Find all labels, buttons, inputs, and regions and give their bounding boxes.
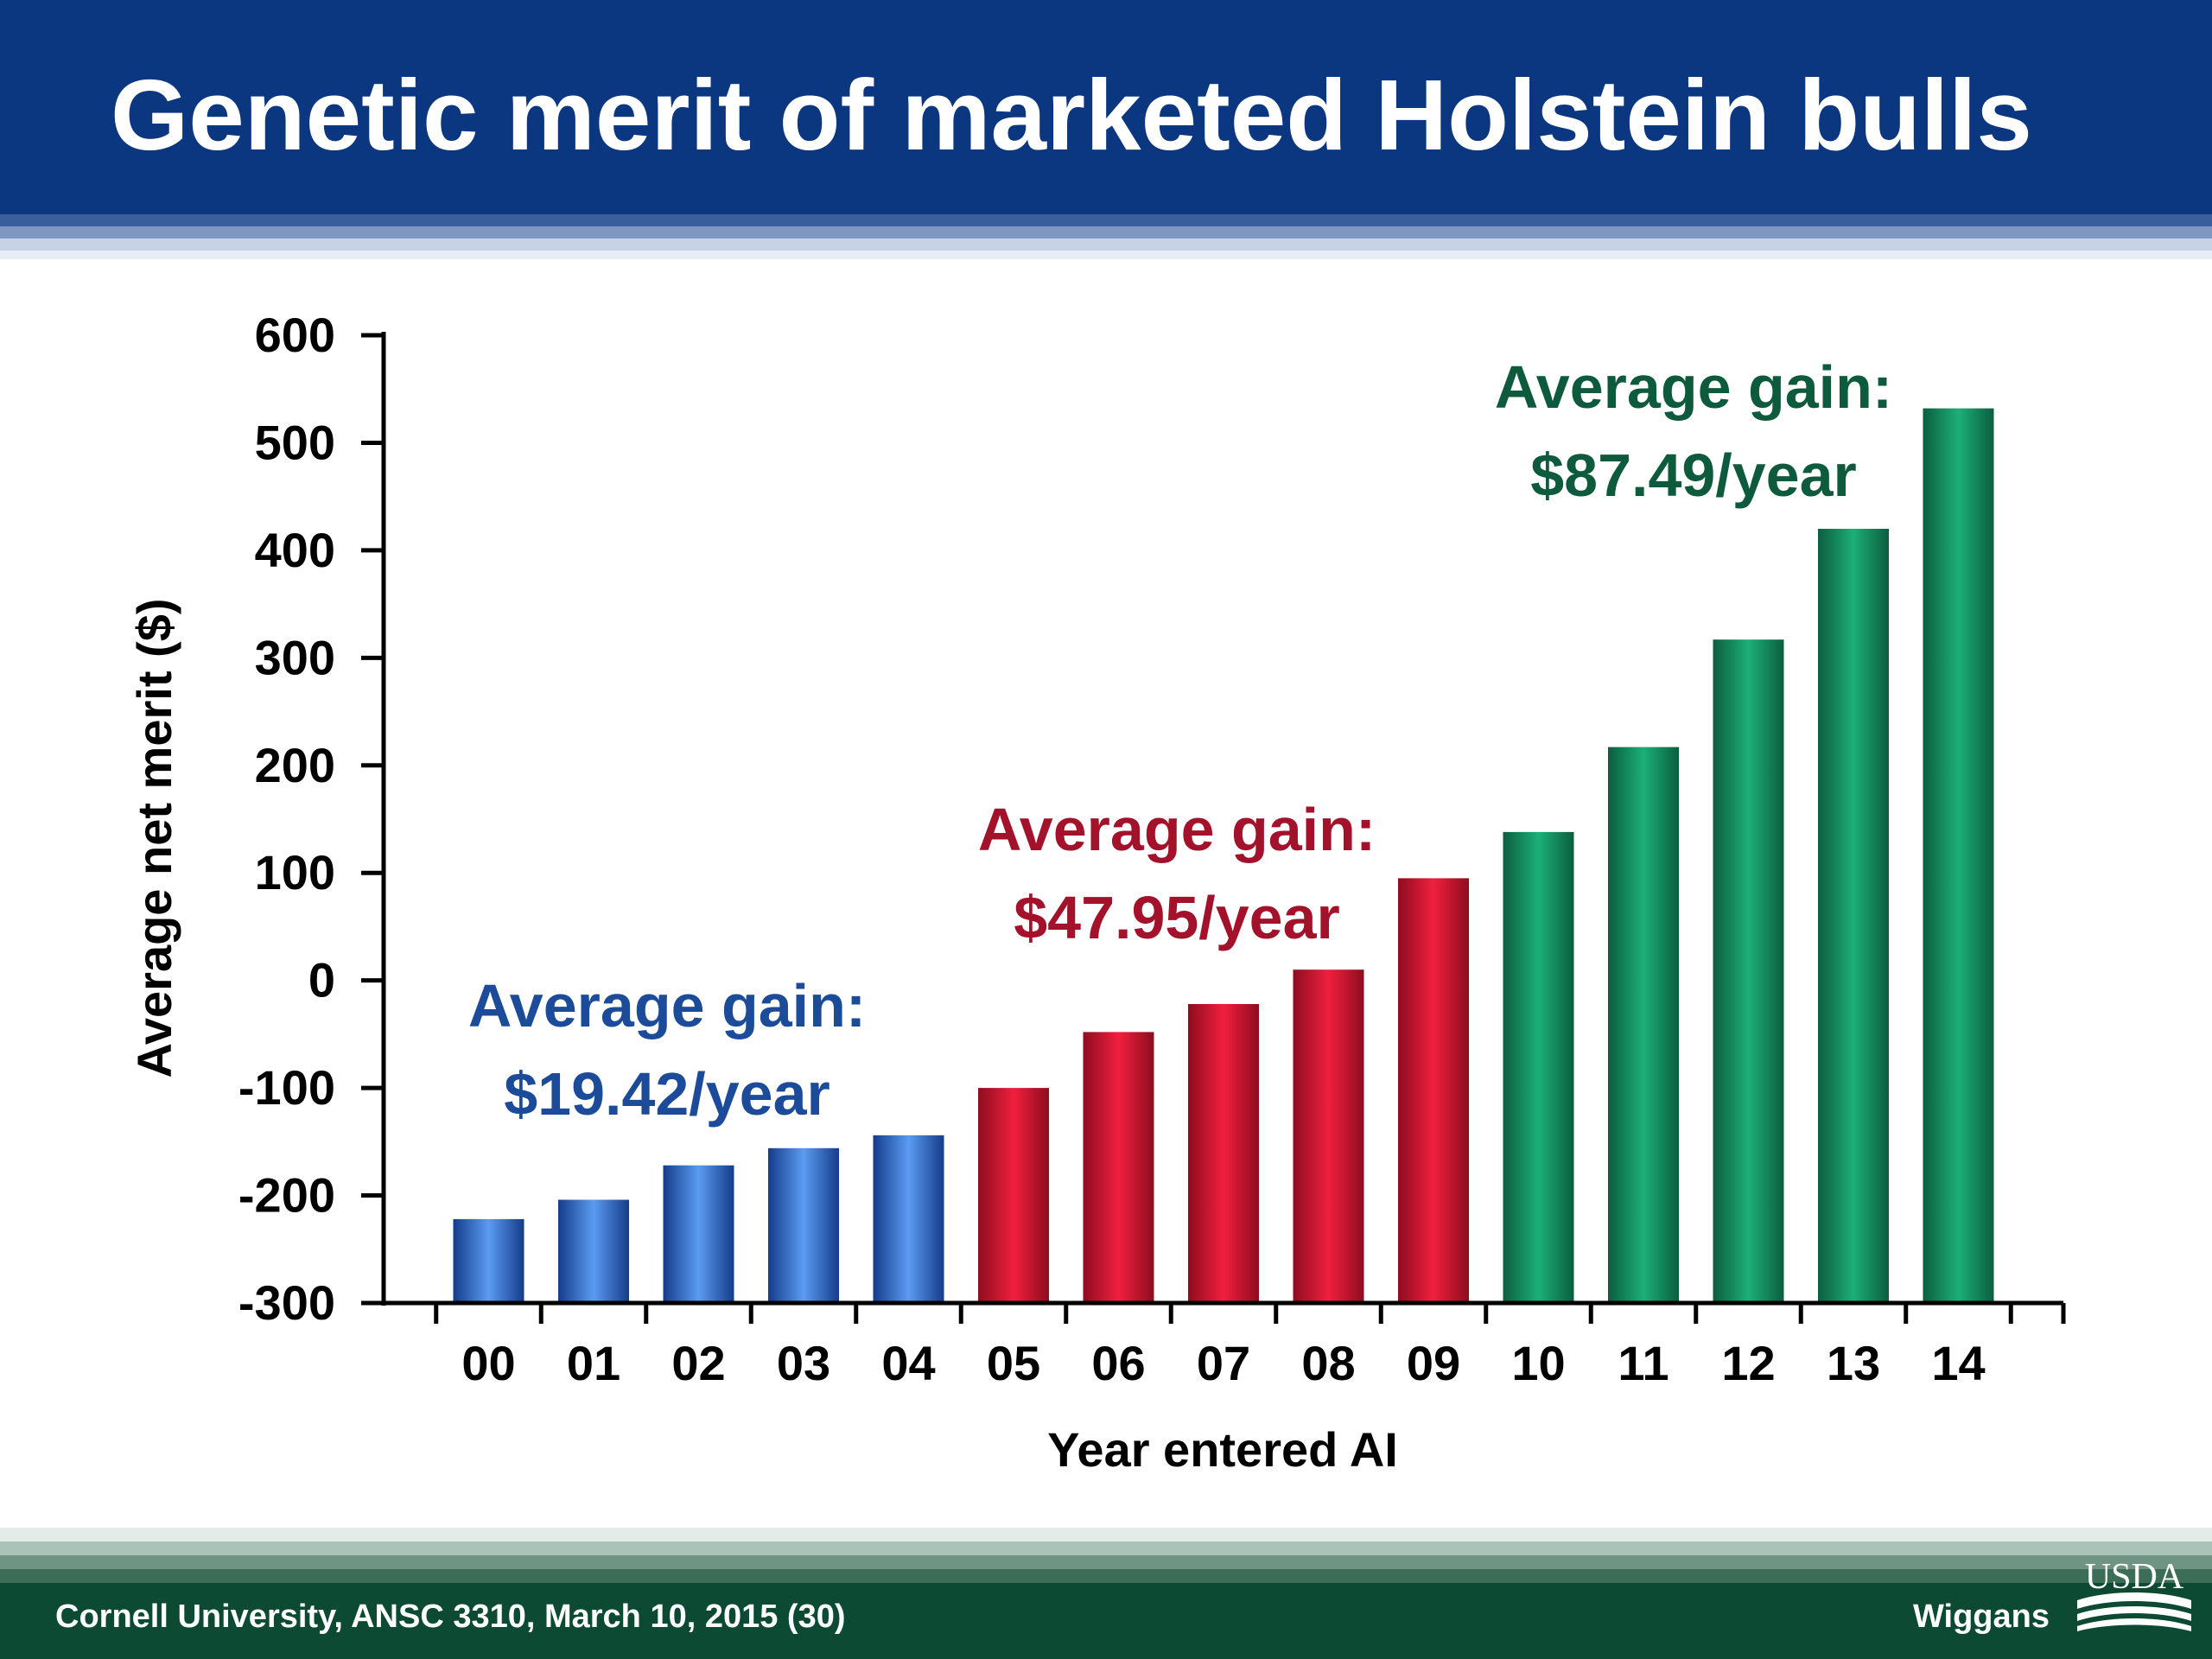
x-tick-label: 10 [1511,1336,1565,1390]
bar-12 [1713,639,1784,1303]
annotation-red: Average gain: $47.95/year [978,796,1376,951]
annotation-red-line2: $47.95/year [1014,884,1340,951]
header-stripe-1 [0,214,2212,226]
bar-13 [1818,529,1889,1303]
y-tick-label: 200 [255,738,335,792]
footer-citation: Cornell University, ANSC 3310, March 10,… [55,1599,846,1635]
bar-02 [663,1165,734,1303]
x-tick-label: 09 [1407,1336,1460,1390]
x-tick-label: 04 [881,1336,935,1390]
x-tick-label: 11 [1618,1336,1669,1390]
bar-00 [453,1218,524,1303]
footer-stripe-3 [0,1555,2212,1569]
x-tick-label: 14 [1931,1336,1985,1390]
annotation-red-line1: Average gain: [978,796,1376,863]
y-tick-label: -200 [238,1168,335,1223]
y-tick-label: 100 [255,845,335,899]
x-axis-label: Year entered AI [1047,1422,1398,1477]
y-tick-label: 400 [255,523,335,577]
bar-08 [1293,969,1364,1303]
chart-canvas: 600 500 400 300 200 100 0 -100 -200 -300 00 01 02 03… [127,308,2066,1477]
annotation-green-line2: $87.49/year [1530,442,1857,509]
x-tick-label: 01 [567,1336,620,1390]
x-tick-label: 08 [1301,1336,1355,1390]
footer-bar [0,1583,2212,1659]
x-tick-label: 03 [777,1336,830,1390]
x-tick-label: 02 [671,1336,725,1390]
bar-01 [558,1199,629,1303]
title-bar [0,0,2212,214]
y-tick-label: 500 [255,415,335,469]
usda-logo-swoosh-1 [2077,1592,2191,1609]
header-stripe-2 [0,226,2212,238]
slide-title: Genetic merit of marketed Holstein bulls [111,59,2032,171]
x-tick-label: 00 [461,1336,515,1390]
annotation-blue: Average gain: $19.42/year [468,972,866,1128]
footer-stripe-4 [0,1569,2212,1583]
bar-chart: 600 500 400 300 200 100 0 -100 -200 -300 00 01 02 03… [0,285,2212,1512]
y-tick-label: 0 [308,953,335,1007]
bar-07 [1188,1004,1259,1303]
y-axis-label: Average net merit ($) [127,599,181,1078]
usda-logo: USDA [2077,1557,2191,1631]
footer-stripe-1 [0,1528,2212,1541]
x-tick-label: 06 [1091,1336,1145,1390]
annotation-blue-line1: Average gain: [468,972,866,1039]
annotation-green-line1: Average gain: [1495,353,1892,421]
bar-14 [1923,408,1994,1304]
y-tick-label: 600 [255,308,335,362]
usda-logo-text: USDA [2085,1557,2184,1597]
x-tick-label: 13 [1827,1336,1880,1390]
y-tick-label: -300 [238,1275,335,1330]
footer-stripe-2 [0,1541,2212,1555]
header-stripe-3 [0,238,2212,251]
bar-06 [1083,1032,1154,1303]
bar-04 [873,1135,944,1303]
header-stripe-4 [0,251,2212,259]
annotation-green: Average gain: $87.49/year [1495,353,1892,509]
annotation-blue-line2: $19.42/year [504,1060,830,1128]
usda-logo-swoosh-2 [2077,1606,2191,1621]
y-tick-label: 300 [255,630,335,684]
usda-logo-swoosh-3 [2077,1618,2191,1631]
x-tick-label: 07 [1197,1336,1250,1390]
y-tick-label: -100 [238,1060,335,1115]
bar-03 [768,1147,839,1303]
bar-09 [1398,878,1469,1303]
bar-05 [978,1088,1049,1303]
bar-10 [1503,831,1574,1303]
bar-11 [1608,747,1679,1303]
x-tick-label: 05 [987,1336,1040,1390]
footer-author: Wiggans [1913,1599,2050,1635]
x-tick-label: 12 [1721,1336,1775,1390]
